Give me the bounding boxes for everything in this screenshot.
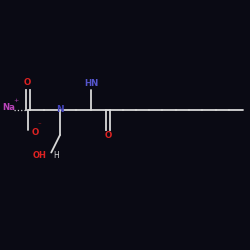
Text: HN: HN [84,78,99,88]
Text: N: N [56,106,64,114]
Text: O: O [104,130,112,140]
Text: OH: OH [33,150,47,160]
Text: O: O [32,128,38,137]
Text: +: + [14,98,19,103]
Text: O: O [24,78,31,87]
Text: ⁻: ⁻ [38,122,42,128]
Text: H: H [54,150,60,160]
Text: Na: Na [2,104,15,112]
